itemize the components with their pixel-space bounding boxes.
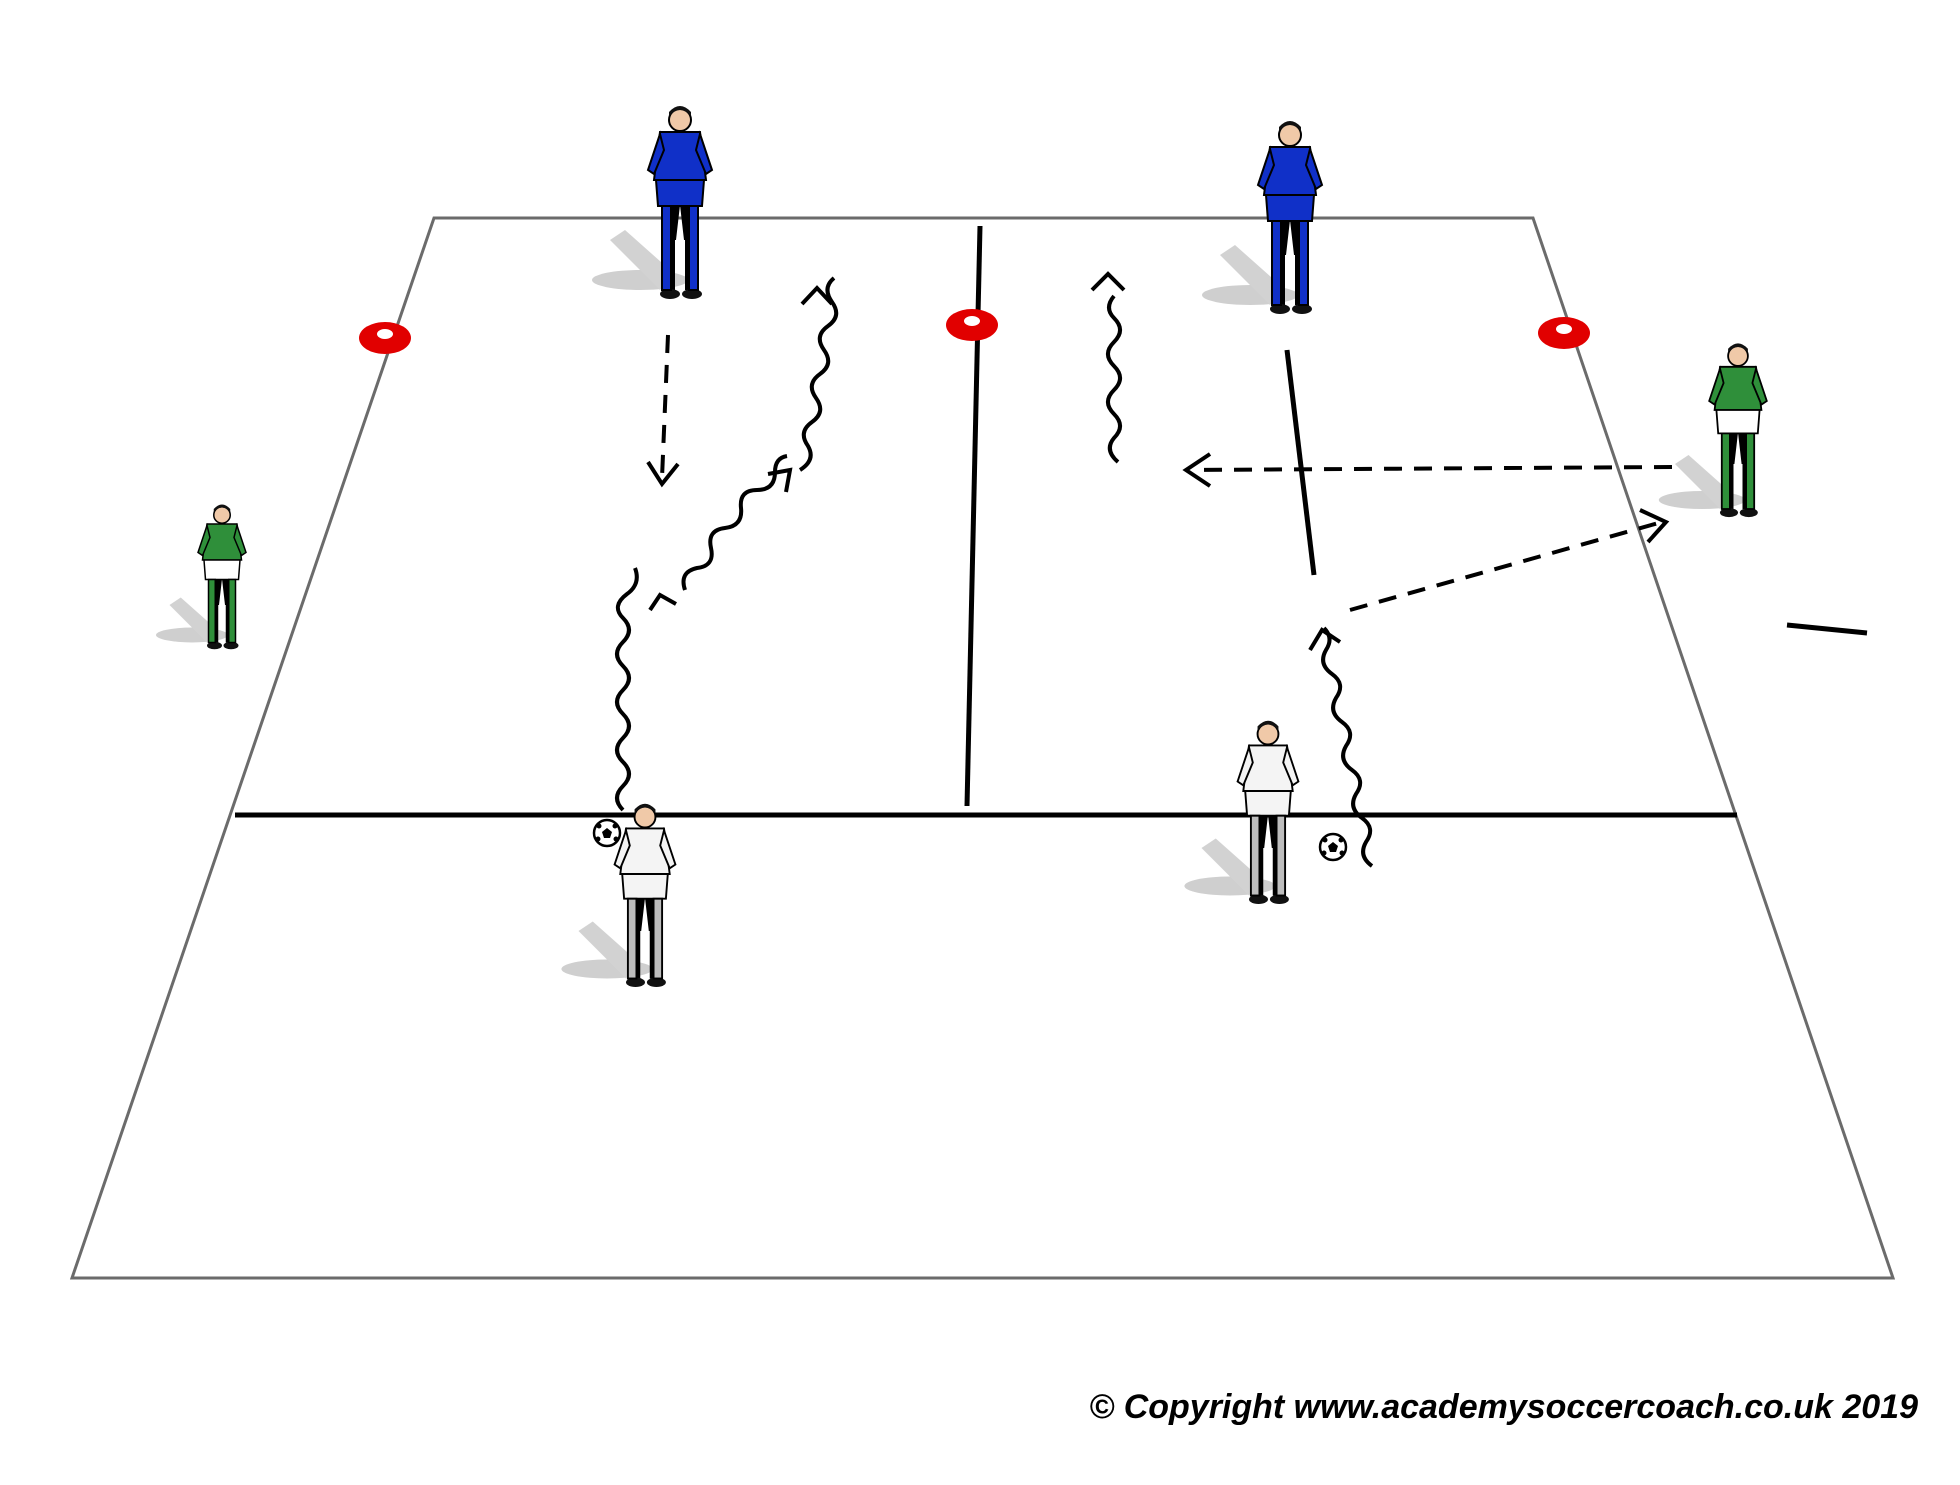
cone-marker-center xyxy=(946,309,998,341)
dribble-arrow-left-lower xyxy=(615,567,677,812)
player-white-left xyxy=(560,802,677,988)
cone-marker-right xyxy=(1538,317,1590,349)
player-white-right xyxy=(1183,719,1300,905)
dribble-arrow-left-upper xyxy=(798,276,839,472)
pass-arrow-diagonal xyxy=(1349,508,1670,612)
pass-arrow-horizontal xyxy=(1182,452,1673,488)
soccer-ball-right xyxy=(1318,832,1348,862)
pitch-boundary xyxy=(69,216,1896,1280)
run-arrow-blue-left xyxy=(646,334,680,488)
player-green-right xyxy=(1657,342,1768,518)
dribble-arrow-center xyxy=(1090,271,1126,464)
pass-blocker-line xyxy=(1284,349,1317,576)
copyright-text: © Copyright www.academysoccercoach.co.uk… xyxy=(1089,1388,1918,1426)
offside-marker-line xyxy=(1786,622,1868,636)
cone-marker-left xyxy=(359,322,411,354)
player-green-left xyxy=(155,503,247,650)
soccer-ball-left xyxy=(592,818,622,848)
player-blue-left xyxy=(591,105,714,300)
dribble-arrow-right xyxy=(1308,626,1374,868)
dribble-arrow-left-diagonal xyxy=(681,454,793,591)
player-blue-right xyxy=(1201,120,1324,315)
